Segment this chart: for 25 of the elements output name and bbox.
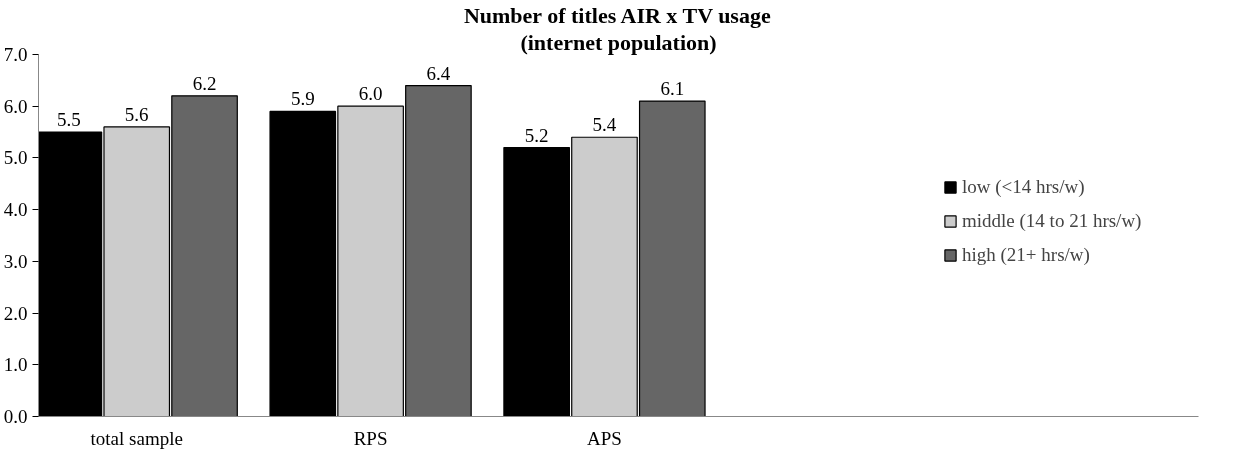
data-label: 6.2 xyxy=(192,72,217,94)
data-label: 5.5 xyxy=(57,109,81,131)
y-tick-label: 4.0 xyxy=(3,199,28,221)
x-tick-label: RPS xyxy=(353,427,388,449)
data-label: 6.0 xyxy=(358,83,383,105)
data-label: 5.9 xyxy=(290,88,315,110)
y-tick-label: 2.0 xyxy=(3,302,28,324)
legend-label: low (<14 hrs/w) xyxy=(962,176,1085,198)
chart-title: Number of titles AIR x TV usage xyxy=(463,2,771,28)
data-label: 6.4 xyxy=(426,62,451,84)
data-label: 5.2 xyxy=(524,124,549,146)
legend-label: middle (14 to 21 hrs/w) xyxy=(962,210,1142,232)
data-label: 6.1 xyxy=(660,78,685,100)
y-tick-label: 7.0 xyxy=(3,44,28,65)
data-label: 5.4 xyxy=(592,114,617,136)
data-label: 5.6 xyxy=(124,103,149,125)
y-tick-label: 0.0 xyxy=(3,406,28,427)
y-tick-label: 6.0 xyxy=(3,95,28,117)
y-tick-label: 3.0 xyxy=(3,250,28,272)
legend-label: high (21+ hrs/w) xyxy=(962,244,1090,266)
chart-subtitle: (internet population) xyxy=(520,29,717,55)
x-tick-label: total sample xyxy=(90,427,183,449)
y-tick-label: 5.0 xyxy=(3,147,28,169)
y-tick-label: 1.0 xyxy=(3,354,28,376)
x-tick-label: APS xyxy=(587,427,622,449)
